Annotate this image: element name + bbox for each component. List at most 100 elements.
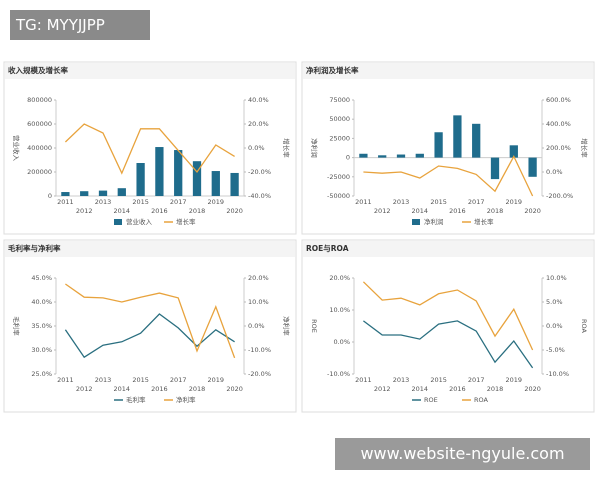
legend-label: 净利率 [176, 395, 196, 404]
y2-tick-label: 0.0% [546, 322, 563, 330]
x-tick-label: 2013 [95, 376, 112, 384]
y2-tick-label: -200.0% [546, 192, 573, 200]
line [363, 320, 534, 369]
x-tick-label: 2020 [524, 385, 541, 393]
y2-tick-label: -10.0% [546, 370, 569, 378]
x-tick-label: 2016 [151, 207, 168, 215]
y-tick-label: 600000 [27, 120, 52, 128]
x-tick-label: 2018 [189, 207, 206, 215]
y2-tick-label: 5.0% [546, 298, 563, 306]
y2-tick-label: 20.0% [248, 274, 269, 282]
y-tick-label: -25000 [327, 173, 350, 181]
y-tick-label: 35.0% [31, 322, 52, 330]
y2-axis-label: 净利率 [282, 316, 291, 336]
x-tick-label: 2020 [226, 385, 243, 393]
x-tick-label: 2019 [506, 376, 523, 384]
x-tick-label: 2017 [170, 198, 187, 206]
y-tick-label: 45.0% [31, 274, 52, 282]
bar [490, 157, 500, 180]
legend-swatch [412, 219, 420, 225]
y2-tick-label: 40.0% [248, 96, 269, 104]
y2-tick-label: 200.0% [546, 144, 571, 152]
legend-label: 增长率 [176, 217, 196, 226]
y-tick-label: -50000 [327, 192, 350, 200]
y-tick-label: 800000 [27, 96, 52, 104]
legend-label: ROA [474, 396, 489, 404]
x-tick-label: 2019 [506, 198, 523, 206]
legend-label: 毛利率 [126, 395, 146, 404]
y2-axis-label: 增长率 [282, 138, 291, 158]
y-tick-label: 30.0% [31, 346, 52, 354]
x-tick-label: 2020 [226, 207, 243, 215]
y-tick-label: 0 [48, 192, 52, 200]
x-tick-label: 2015 [430, 376, 447, 384]
footer-url: www.website-ngyule.com [335, 438, 590, 470]
y2-tick-label: 10.0% [546, 274, 567, 282]
y-tick-label: 20.0% [329, 274, 350, 282]
line [65, 283, 236, 359]
bar [396, 154, 406, 158]
x-tick-label: 2019 [208, 376, 225, 384]
bar [211, 171, 220, 196]
y2-tick-label: -40.0% [248, 192, 271, 200]
panel [301, 61, 595, 235]
bar [378, 155, 387, 158]
bar [155, 147, 164, 196]
y2-tick-label: -20.0% [248, 370, 271, 378]
x-tick-label: 2012 [374, 385, 391, 393]
x-tick-label: 2020 [524, 207, 541, 215]
y2-tick-label: -5.0% [546, 346, 565, 354]
y2-tick-label: 0.0% [248, 322, 265, 330]
y2-tick-label: 10.0% [248, 298, 269, 306]
x-tick-label: 2015 [430, 198, 447, 206]
y2-axis-label: ROA [580, 319, 588, 334]
x-tick-label: 2018 [487, 385, 504, 393]
x-tick-label: 2014 [114, 385, 131, 393]
y2-axis-label: 增长率 [580, 138, 589, 158]
panel [3, 239, 297, 413]
y2-tick-label: 0.0% [546, 168, 563, 176]
x-tick-label: 2011 [355, 198, 372, 206]
x-tick-label: 2011 [57, 198, 74, 206]
y2-tick-label: -20.0% [248, 168, 271, 176]
legend-label: 净利润 [424, 217, 444, 226]
chart-title: 收入规模及增长率 [8, 65, 68, 75]
y2-tick-label: 600.0% [546, 96, 571, 104]
panel-header [303, 241, 593, 257]
bar [136, 163, 145, 196]
panel-header [5, 241, 295, 257]
x-tick-label: 2016 [449, 207, 466, 215]
bar [434, 132, 443, 158]
y-tick-label: 25000 [329, 134, 350, 142]
x-tick-label: 2012 [76, 385, 93, 393]
x-tick-label: 2014 [114, 207, 131, 215]
y-axis-label: 毛利率 [12, 316, 21, 336]
y2-tick-label: 400.0% [546, 120, 571, 128]
chart-title: ROE与ROA [306, 243, 349, 253]
x-tick-label: 2014 [412, 207, 429, 215]
badge: TG: MYYJJPP [10, 10, 150, 40]
x-tick-label: 2011 [57, 376, 74, 384]
y-tick-label: 50000 [329, 115, 350, 123]
x-tick-label: 2015 [132, 376, 149, 384]
panel-header [5, 63, 295, 79]
y-axis-label: 营业收入 [12, 135, 21, 162]
bar [61, 192, 70, 196]
x-tick-label: 2019 [208, 198, 225, 206]
x-tick-label: 2016 [151, 385, 168, 393]
x-tick-label: 2013 [393, 376, 410, 384]
y-tick-label: -10.0% [327, 370, 350, 378]
panel-header [303, 63, 593, 79]
x-tick-label: 2012 [374, 207, 391, 215]
bar [359, 153, 368, 158]
bar [192, 161, 202, 196]
line [64, 123, 235, 175]
y-tick-label: 0.0% [333, 338, 350, 346]
y-tick-label: 200000 [27, 168, 52, 176]
x-tick-label: 2014 [412, 385, 429, 393]
x-tick-label: 2017 [468, 376, 485, 384]
y-tick-label: 400000 [27, 144, 52, 152]
y-tick-label: 10.0% [329, 306, 350, 314]
